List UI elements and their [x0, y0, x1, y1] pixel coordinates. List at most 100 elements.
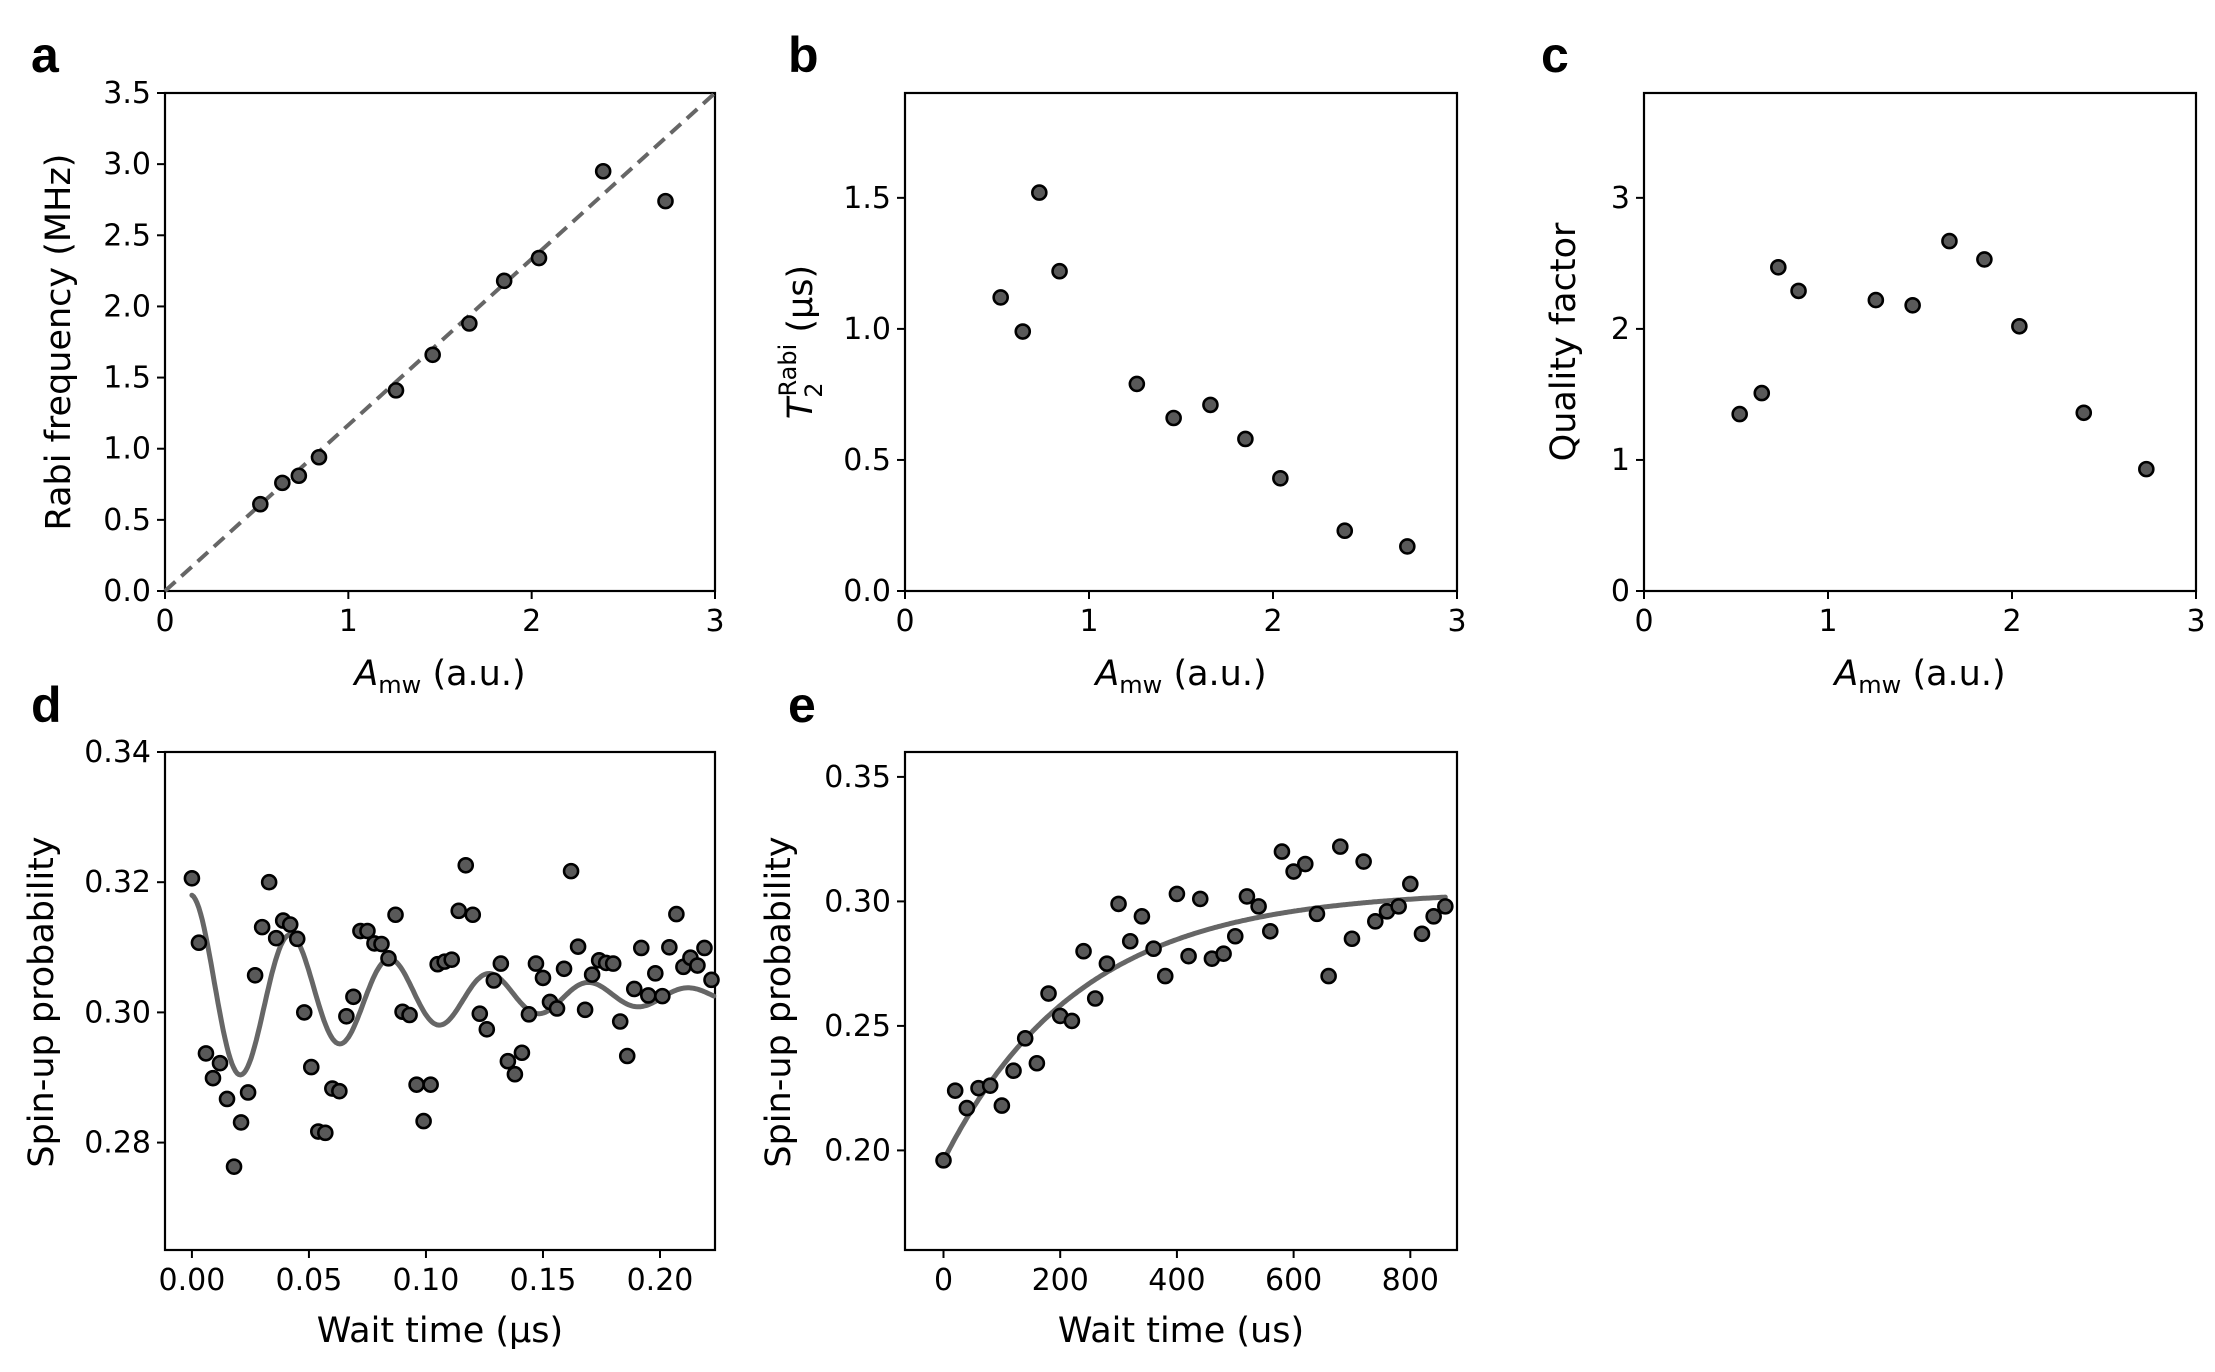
- panel-d-data-point: [689, 957, 706, 974]
- panel-e-x-tick-label: 400: [1148, 1263, 1205, 1298]
- panel-e-data-point: [935, 1152, 952, 1169]
- panel-a-y-tick-label: 2.5: [103, 218, 151, 253]
- panel-e-data-point: [1180, 947, 1197, 965]
- panel-e-data-point: [1098, 955, 1116, 972]
- panel-d-data-point: [232, 1114, 250, 1131]
- panel-d-data-point: [450, 902, 468, 920]
- panel-d-data-point: [583, 966, 601, 983]
- panel-b-data-point: [1237, 430, 1254, 448]
- panel-d-data-point: [204, 1069, 222, 1087]
- panel-e-data-point: [1156, 967, 1174, 985]
- panel-a-y-axis-label: Rabi frequency (MHz): [39, 154, 79, 531]
- panel-c-data-point: [1770, 258, 1787, 276]
- panel-d-data-point: [338, 1007, 355, 1025]
- panel-c-x-tick-label: 0: [1634, 604, 1653, 639]
- panel-d-data-point: [703, 971, 720, 989]
- panel-d-x-tick-label: 0.05: [276, 1263, 343, 1298]
- panel-a-x-tick-label: 2: [522, 604, 541, 639]
- panel-d-data-point: [527, 955, 545, 972]
- panel-d-x-tick-label: 0.20: [627, 1263, 694, 1298]
- panel-e-data-point: [1040, 985, 1057, 1002]
- panel-d-data-point: [632, 939, 650, 957]
- panel-d-data-point: [604, 955, 622, 972]
- panel-d-data-point: [295, 1004, 313, 1021]
- panel-c-y-tick-label: 0: [1611, 574, 1630, 609]
- panel-e-axes-frame: [903, 750, 1459, 1252]
- panel-a-data-point: [310, 448, 328, 466]
- panel-e-y-axis-label: Spin-up probability: [759, 836, 799, 1167]
- panel-c-x-tick-label: 3: [2186, 604, 2205, 639]
- panel-d-data-point: [183, 869, 201, 887]
- panel-a-y-tick-label: 3.5: [103, 76, 151, 111]
- panel-c-x-tick-label: 1: [1818, 604, 1837, 639]
- panel-e-data-point: [946, 1082, 964, 1099]
- panel-e-y-tick-label: 0.20: [824, 1133, 891, 1168]
- panel-e-data-point: [1390, 898, 1407, 915]
- panel-e-data-point: [1145, 940, 1162, 958]
- panel-a-x-tick-label: 1: [339, 604, 358, 639]
- panel-d-data-point: [317, 1124, 334, 1142]
- panel-b-data-point: [992, 289, 1009, 306]
- panel-c-data-point: [1753, 384, 1771, 402]
- panel-d-x-tick-label: 0.10: [393, 1263, 460, 1298]
- panel-d-ramsey-oscillation: d 0.00 0.05 0.10 0.15 0.20 0.28 0.30 0.32 0.34 W…: [22, 677, 720, 1351]
- panel-d-data-point: [485, 972, 503, 989]
- panel-e-x-tick-label: 600: [1265, 1263, 1322, 1298]
- panel-d-y-tick-label: 0.34: [84, 735, 151, 770]
- panel-e-data-point: [1437, 898, 1454, 915]
- panel-d-data-point: [218, 1090, 236, 1108]
- panel-b-x-tick-label: 3: [1447, 604, 1466, 639]
- panel-c-data-point: [1731, 405, 1748, 423]
- panel-e-data-point: [1086, 990, 1104, 1007]
- panel-d-data-point: [443, 951, 461, 968]
- panel-d-data-point: [647, 965, 664, 982]
- panel-e-data-point: [1402, 875, 1419, 893]
- panel-e-data-point: [1016, 1030, 1034, 1047]
- panel-a-reference-line: [163, 91, 717, 593]
- panel-a-x-tick-label: 3: [705, 604, 724, 639]
- panel-d-data-point: [380, 950, 397, 967]
- panel-label-b: b: [788, 27, 819, 83]
- panel-c-x-axis-label: Amw (a.u.): [1832, 654, 2005, 699]
- panel-d-data-point: [197, 1045, 215, 1062]
- panel-d-data-point: [387, 906, 404, 924]
- panel-c-quality-factor: c 0 1 2 3 0 1 2 3 Amw (a.u.) Quality factor: [1541, 27, 2206, 699]
- panel-e-data-point: [1168, 885, 1186, 903]
- panel-e-data-point: [1343, 930, 1361, 948]
- panel-c-data-point: [1790, 282, 1807, 300]
- panel-c-data-point: [1867, 291, 1885, 309]
- panel-b-x-axis-label: Amw (a.u.): [1093, 654, 1266, 699]
- panel-e-data-point: [1075, 942, 1092, 960]
- panel-b-y-tick-label: 1.0: [843, 312, 891, 347]
- panel-e-x-tick-label: 200: [1032, 1263, 1089, 1298]
- panel-d-data-point: [534, 969, 552, 987]
- panel-d-data-point: [415, 1112, 432, 1130]
- panel-e-y-tick-label: 0.25: [824, 1009, 891, 1044]
- panel-d-data-point: [661, 938, 678, 956]
- panel-e-data-point: [1110, 895, 1127, 913]
- panel-e-data-point: [1308, 905, 1326, 923]
- panel-d-data-point: [696, 939, 713, 957]
- panel-d-data-point: [639, 987, 657, 1004]
- panel-a-y-tick-label: 3.0: [103, 147, 151, 182]
- panel-d-data-point: [654, 987, 671, 1005]
- panel-e-relaxation: e 0 200 400 600 800 0.20 0.25 0.30 0.35 Wait tim…: [759, 677, 1459, 1351]
- panel-d-data-point: [506, 1065, 524, 1083]
- panel-b-data-point: [1202, 396, 1219, 414]
- panel-d-data-point: [253, 918, 271, 936]
- panel-e-data-point: [1331, 838, 1349, 855]
- panel-a-data-point: [495, 272, 513, 290]
- panel-d-x-tick-label: 0.15: [510, 1263, 577, 1298]
- panel-e-data-point: [1367, 913, 1384, 930]
- panel-b-data-point: [1128, 375, 1146, 393]
- panel-e-data-point: [981, 1077, 999, 1094]
- panel-d-data-point: [513, 1044, 531, 1062]
- panel-label-d: d: [31, 677, 62, 733]
- panel-a-data-point: [387, 382, 405, 399]
- panel-b-data-point: [1399, 538, 1416, 555]
- panel-a-data-point: [657, 192, 674, 210]
- panel-d-y-axis-label: Spin-up probability: [22, 836, 62, 1167]
- panel-b-y-tick-label: 0.5: [843, 443, 891, 478]
- panel-e-fit-curve: [941, 894, 1448, 1163]
